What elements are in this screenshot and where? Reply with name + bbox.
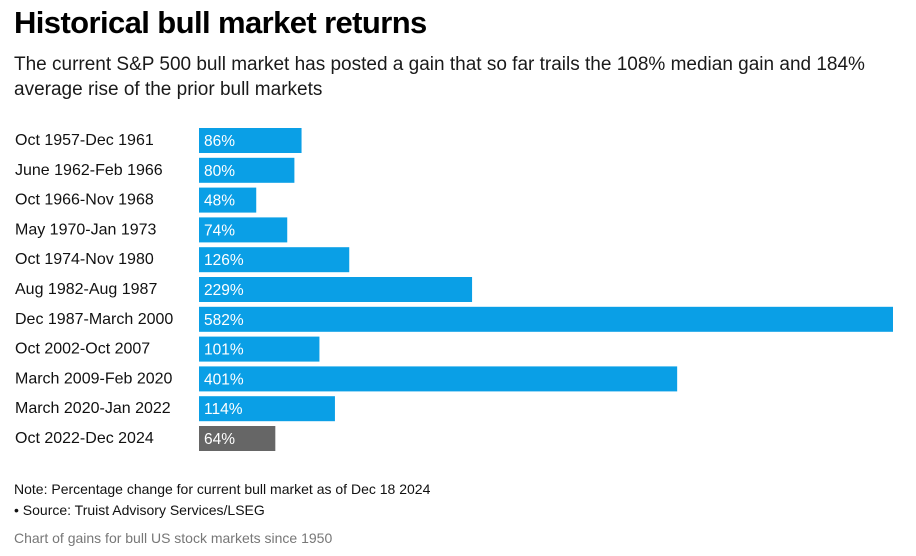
- chart-source: • Source: Truist Advisory Services/LSEG: [14, 502, 265, 518]
- bull-market-bar: [199, 396, 335, 422]
- category-label: March 2009-Feb 2020: [15, 370, 173, 387]
- value-label: 114%: [204, 401, 243, 418]
- value-label: 401%: [204, 371, 244, 388]
- category-label: Oct 2002-Oct 2007: [15, 341, 150, 358]
- value-label: 101%: [204, 342, 244, 359]
- chart-title: Historical bull market returns: [14, 5, 427, 40]
- category-label: Aug 1982-Aug 1987: [15, 281, 157, 298]
- bar-chart: Oct 1957-Dec 1961 86% June 1962-Feb 1966 80…: [15, 128, 893, 451]
- bull-market-bar: [199, 366, 678, 392]
- value-label: 48%: [204, 193, 235, 210]
- bull-market-bar: [199, 128, 302, 153]
- value-label: 80%: [204, 163, 235, 180]
- category-label: March 2020-Jan 2022: [15, 400, 171, 417]
- value-label: 582%: [204, 312, 244, 329]
- bull-market-bar: [199, 157, 295, 183]
- value-label: 86%: [204, 133, 235, 150]
- category-label: Oct 1974-Nov 1980: [15, 251, 154, 268]
- category-label: June 1962-Feb 1966: [15, 162, 163, 179]
- value-label: 126%: [204, 252, 244, 269]
- value-label: 64%: [204, 431, 235, 448]
- chart-caption: Chart of gains for bull US stock markets…: [14, 530, 333, 546]
- chart-note: Note: Percentage change for current bull…: [14, 481, 431, 497]
- value-label: 229%: [204, 282, 244, 299]
- bull-market-bar: [199, 277, 473, 302]
- value-label: 74%: [204, 222, 235, 239]
- category-label: Oct 1957-Dec 1961: [15, 132, 154, 149]
- bull-market-bar: [199, 336, 320, 362]
- bull-market-bar: [199, 306, 893, 332]
- bull-market-bar: [199, 247, 350, 273]
- category-label: Dec 1987-March 2000: [15, 311, 173, 328]
- category-label: Oct 1966-Nov 1968: [15, 192, 154, 209]
- chart-subtitle: The current S&P 500 bull market has post…: [14, 54, 865, 100]
- current-bull-market-bar: [199, 426, 276, 451]
- category-label: Oct 2022-Dec 2024: [15, 430, 154, 447]
- bull-market-bar: [199, 217, 288, 243]
- bull-market-bar: [199, 187, 257, 213]
- category-label: May 1970-Jan 1973: [15, 221, 157, 238]
